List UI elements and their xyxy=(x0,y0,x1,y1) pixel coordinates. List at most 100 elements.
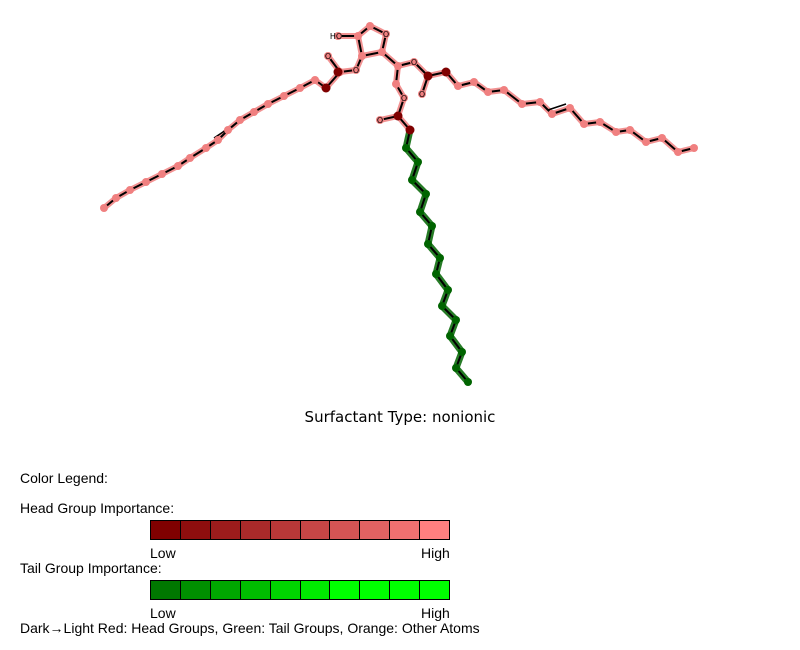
head-key-atom xyxy=(423,71,433,81)
middle-tail-atom xyxy=(458,348,466,356)
head-color-swatch xyxy=(270,521,301,539)
oxygen-label: O xyxy=(411,58,417,67)
left-tail-atom xyxy=(202,144,210,152)
middle-tail-atom xyxy=(422,190,430,198)
middle-tail-atom xyxy=(446,332,454,340)
ring-atom xyxy=(358,52,366,60)
middle-tail-atom xyxy=(424,240,432,248)
head-atom xyxy=(324,52,332,60)
right-tail-atom xyxy=(596,118,604,126)
right-tail-atom xyxy=(580,120,588,128)
atoms xyxy=(100,22,698,386)
head-color-swatch xyxy=(151,521,181,539)
middle-tail-atom xyxy=(432,270,440,278)
middle-tail-atom xyxy=(414,158,422,166)
oxygen-label: O xyxy=(377,116,383,125)
right-tail-atom xyxy=(548,110,556,118)
left-tail-atom xyxy=(186,154,194,162)
head-color-swatch xyxy=(240,521,271,539)
right-tail-atom xyxy=(484,88,492,96)
hydroxyl-label: HO xyxy=(330,32,342,41)
head-bond xyxy=(327,55,363,73)
tail-color-swatch xyxy=(270,581,301,599)
head-atom xyxy=(392,80,400,88)
oxygen-label: O xyxy=(325,52,331,61)
left-tail-atom xyxy=(214,136,222,144)
right-tail-atom xyxy=(690,144,698,152)
right-tail-atom xyxy=(536,98,544,106)
left-tail-atom xyxy=(264,100,272,108)
head-atom xyxy=(394,62,402,70)
head-atom xyxy=(418,90,426,98)
middle-tail-atom xyxy=(408,176,416,184)
head-key-atom xyxy=(405,125,415,135)
left-tail-atom xyxy=(158,170,166,178)
bonds xyxy=(101,23,697,386)
ring-atom xyxy=(354,32,362,40)
left-tail-atom xyxy=(280,92,288,100)
right-tail-atom xyxy=(470,78,478,86)
head-color-swatch xyxy=(210,521,241,539)
right-tail-atom xyxy=(626,126,634,134)
right-tail-atom xyxy=(518,100,526,108)
head-group-legend-title: Head Group Importance: xyxy=(20,500,175,516)
legend-footer: Dark→Light Red: Head Groups, Green: Tail… xyxy=(20,620,480,636)
right-tail-atom xyxy=(454,82,462,90)
head-key-atom xyxy=(333,67,343,77)
tail-color-swatch xyxy=(240,581,271,599)
left-tail-atom xyxy=(174,162,182,170)
ring-atom xyxy=(378,48,386,56)
right-tail-atom xyxy=(612,128,620,136)
head-atom xyxy=(334,32,342,40)
head-atom xyxy=(352,66,360,74)
tail-low-label: Low xyxy=(150,605,176,621)
left-tail-atom xyxy=(126,186,134,194)
left-tail-atom xyxy=(311,76,319,84)
right-tail-atom xyxy=(500,86,508,94)
oxygen-label: O xyxy=(383,30,389,39)
left-tail-atom xyxy=(142,178,150,186)
middle-tail-atom xyxy=(438,302,446,310)
head-key-atom xyxy=(393,111,403,121)
head-atom xyxy=(400,94,408,102)
tail-high-label: High xyxy=(421,605,450,621)
middle-tail-atom xyxy=(464,378,472,386)
tail-color-swatch xyxy=(180,581,211,599)
oxygen-label: O xyxy=(401,94,407,103)
head-color-swatch xyxy=(420,521,450,539)
molecule-structure: HO O O O O O O O xyxy=(100,22,698,386)
atom-labels: HO O O O O O O O xyxy=(325,30,425,125)
oxygen-label: O xyxy=(353,66,359,75)
oxygen-label: O xyxy=(419,90,425,99)
left-tail-atom xyxy=(100,204,108,212)
head-color-swatch xyxy=(180,521,211,539)
middle-tail-atom xyxy=(428,222,436,230)
head-key-atom xyxy=(321,83,331,93)
tail-color-swatch xyxy=(360,581,391,599)
tail-color-swatch xyxy=(210,581,241,599)
head-atom xyxy=(376,116,384,124)
right-tail-atom xyxy=(642,138,650,146)
head-atom xyxy=(410,58,418,66)
tail-group-color-bar xyxy=(150,580,450,600)
middle-tail-atom xyxy=(452,316,460,324)
right-tail-atom xyxy=(658,134,666,142)
surfactant-type-label: Surfactant Type: nonionic xyxy=(304,408,496,426)
head-high-label: High xyxy=(421,545,450,561)
head-color-swatch xyxy=(300,521,331,539)
middle-tail-atom xyxy=(452,364,460,372)
left-tail-atom xyxy=(224,126,232,134)
left-tail-atom xyxy=(296,84,304,92)
middle-tail-atom xyxy=(444,286,452,294)
head-low-label: Low xyxy=(150,545,176,561)
left-tail-atom xyxy=(236,116,244,124)
left-tail-atom xyxy=(112,194,120,202)
middle-tail-atom xyxy=(416,208,424,216)
right-double-bond xyxy=(547,103,567,111)
legend-title: Color Legend: xyxy=(20,470,108,486)
right-tail-atom xyxy=(566,104,574,112)
right-tail-atom xyxy=(674,148,682,156)
head-color-swatch xyxy=(330,521,361,539)
head-color-swatch xyxy=(390,521,421,539)
head-color-swatch xyxy=(360,521,391,539)
